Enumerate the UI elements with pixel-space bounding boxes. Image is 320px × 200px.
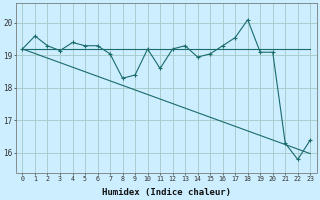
- X-axis label: Humidex (Indice chaleur): Humidex (Indice chaleur): [102, 188, 231, 197]
